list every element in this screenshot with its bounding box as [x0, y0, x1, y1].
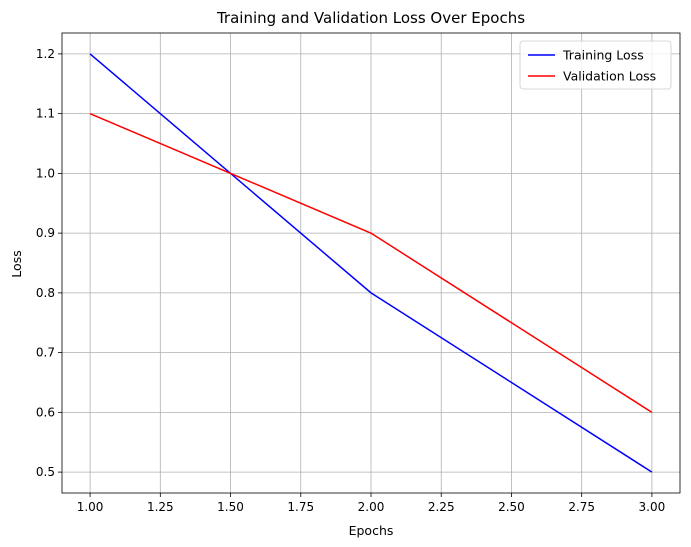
- y-tick-label: 1.2: [36, 47, 55, 61]
- legend-entry-label: Validation Loss: [563, 69, 656, 84]
- x-tick-label: 1.75: [287, 500, 314, 514]
- chart-title: Training and Validation Loss Over Epochs: [216, 9, 525, 27]
- series-lines: [89, 53, 653, 473]
- legend-entry-label: Training Loss: [562, 48, 644, 63]
- y-tick-label: 0.7: [36, 346, 55, 360]
- x-tick-label: 2.25: [428, 500, 455, 514]
- y-tick-label: 1.1: [36, 107, 55, 121]
- axes: 1.00 1.25 1.50 1.75 2.00 2.25 2.50 2.75 3.00 0.5 0…: [36, 32, 681, 514]
- y-axis-label: Loss: [9, 250, 24, 277]
- grid: [62, 33, 680, 493]
- x-tick-label: 2.50: [498, 500, 525, 514]
- x-tick-label: 2.00: [358, 500, 385, 514]
- x-tick-label: 1.25: [147, 500, 174, 514]
- x-tick-label: 3.00: [639, 500, 666, 514]
- series-line-0: [89, 53, 653, 473]
- x-tick-label: 1.00: [77, 500, 104, 514]
- x-axis-label: Epochs: [349, 523, 394, 538]
- x-tick-label: 2.75: [568, 500, 595, 514]
- y-tick-label: 0.8: [36, 286, 55, 300]
- y-tick-label: 0.5: [36, 465, 55, 479]
- y-tick-label: 1.0: [36, 166, 55, 180]
- series-line-1: [89, 112, 653, 413]
- plot-frame: [61, 32, 681, 494]
- y-tick-label: 0.6: [36, 405, 55, 419]
- y-tick-label: 0.9: [36, 226, 55, 240]
- legend-box: [519, 40, 672, 90]
- legend: Training Loss Validation Loss: [519, 40, 672, 90]
- x-tick-label: 1.50: [217, 500, 244, 514]
